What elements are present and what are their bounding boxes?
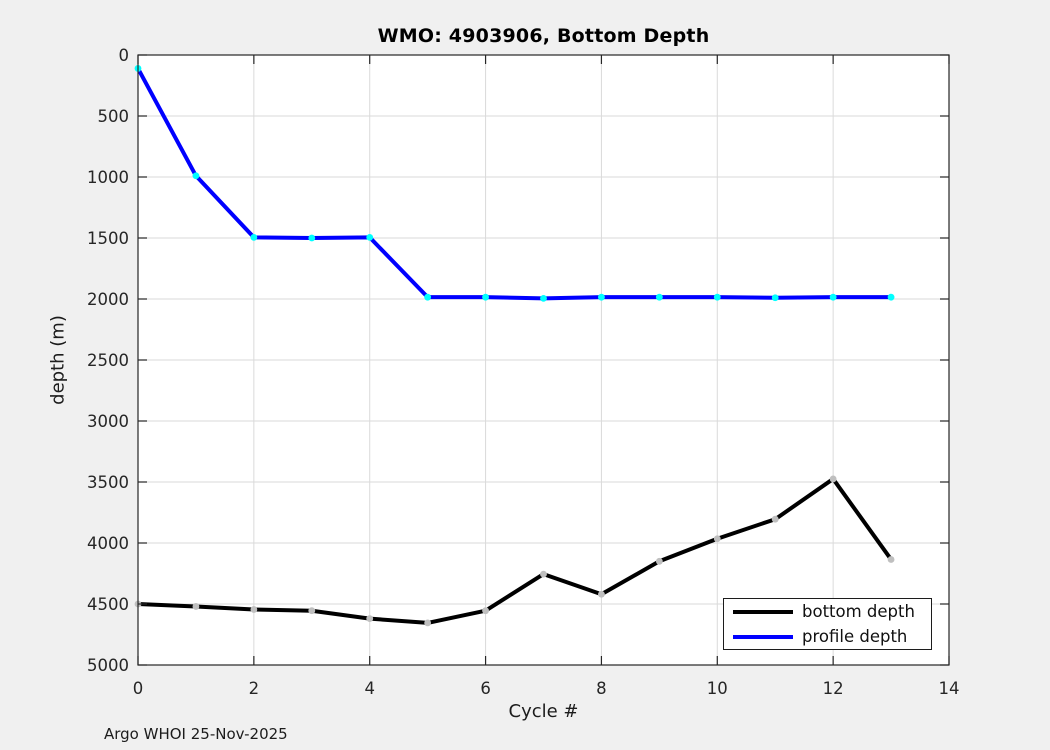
x-tick-label: 14	[939, 679, 960, 698]
legend-line-swatch-profile-depth	[733, 634, 793, 639]
data-marker-profile-depth	[771, 294, 779, 302]
y-axis-label: depth (m)	[47, 315, 69, 405]
x-tick-label: 12	[823, 679, 844, 698]
series-line-profile-depth	[136, 67, 892, 301]
data-marker-bottom-depth	[424, 619, 432, 627]
chart-title: WMO: 4903906, Bottom Depth	[377, 25, 710, 47]
legend: bottom depth profile depth	[723, 598, 932, 650]
data-marker-profile-depth	[192, 172, 200, 180]
y-tick-label: 0	[119, 46, 130, 65]
series-line-bottom-depth	[137, 476, 893, 625]
y-tick-label: 4000	[87, 534, 129, 553]
data-marker-profile-depth	[482, 293, 489, 301]
data-marker-profile-depth	[887, 293, 895, 301]
data-marker-bottom-depth	[887, 556, 895, 563]
data-marker-profile-depth	[308, 234, 316, 242]
data-marker-profile-depth	[424, 293, 432, 301]
x-tick-label: 10	[707, 679, 728, 698]
legend-label-bottom-depth: bottom depth	[802, 602, 915, 621]
x-tick-label: 0	[133, 679, 144, 698]
y-tick-label: 3000	[87, 412, 129, 431]
data-marker-profile-depth	[250, 233, 258, 241]
data-marker-bottom-depth	[308, 607, 316, 615]
x-axis-label: Cycle #	[508, 701, 579, 722]
legend-entry-bottom-depth: bottom depth	[733, 602, 931, 622]
data-marker-profile-depth	[598, 293, 605, 301]
data-marker-profile-depth	[655, 293, 663, 301]
data-marker-bottom-depth	[366, 615, 374, 623]
legend-entry-profile-depth: profile depth	[733, 627, 931, 647]
y-tick-label: 4500	[87, 595, 129, 614]
data-marker-bottom-depth	[655, 557, 663, 565]
footer-text: Argo WHOI 25-Nov-2025	[104, 725, 288, 743]
data-marker-bottom-depth	[829, 475, 837, 483]
y-tick-label: 2000	[87, 290, 129, 309]
y-tick-label: 1500	[87, 229, 129, 248]
x-tick-label: 4	[364, 679, 375, 698]
data-marker-bottom-depth	[540, 570, 547, 578]
x-tick-label: 6	[480, 679, 491, 698]
y-tick-label: 5000	[87, 656, 129, 675]
data-marker-bottom-depth	[771, 515, 779, 523]
data-marker-profile-depth	[540, 294, 547, 302]
y-tick-label: 2500	[87, 351, 129, 370]
x-tick-label: 2	[249, 679, 260, 698]
data-marker-bottom-depth	[713, 535, 721, 543]
data-marker-bottom-depth	[482, 607, 489, 615]
x-tick-label: 8	[596, 679, 607, 698]
y-tick-label: 500	[98, 107, 130, 126]
legend-line-swatch-bottom-depth	[733, 609, 793, 614]
data-marker-bottom-depth	[250, 606, 258, 613]
data-marker-bottom-depth	[192, 603, 200, 610]
data-marker-profile-depth	[713, 293, 721, 301]
y-tick-label: 3500	[87, 473, 129, 492]
data-marker-bottom-depth	[598, 590, 605, 598]
data-marker-profile-depth	[366, 233, 374, 241]
data-marker-profile-depth	[829, 293, 837, 301]
y-tick-label: 1000	[87, 168, 129, 187]
legend-label-profile-depth: profile depth	[802, 627, 908, 646]
